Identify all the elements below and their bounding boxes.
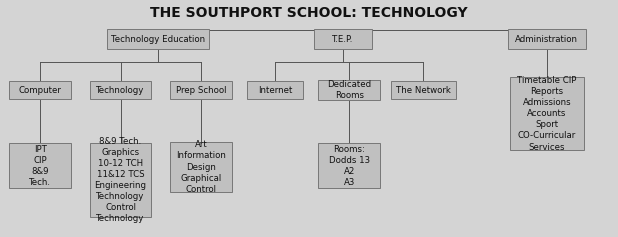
Text: Administration: Administration [515, 35, 578, 44]
FancyBboxPatch shape [90, 81, 151, 99]
Text: 8&9 Tech.
Graphics
10-12 TCH
11&12 TCS
Engineering
Technology
Control
Technology: 8&9 Tech. Graphics 10-12 TCH 11&12 TCS E… [95, 137, 146, 223]
FancyBboxPatch shape [9, 81, 71, 99]
FancyBboxPatch shape [508, 29, 586, 49]
FancyBboxPatch shape [318, 80, 380, 100]
Text: THE SOUTHPORT SCHOOL: TECHNOLOGY: THE SOUTHPORT SCHOOL: TECHNOLOGY [150, 6, 468, 20]
FancyBboxPatch shape [90, 143, 151, 217]
FancyBboxPatch shape [170, 81, 232, 99]
Text: Technology: Technology [96, 86, 145, 95]
Text: Rooms:
Dodds 13
A2
A3: Rooms: Dodds 13 A2 A3 [329, 145, 370, 187]
Text: Dedicated
Rooms: Dedicated Rooms [327, 80, 371, 100]
Text: Technology Education: Technology Education [111, 35, 205, 44]
Text: Timetable CIP
Reports
Admissions
Accounts
Sport
CO-Curricular
Services: Timetable CIP Reports Admissions Account… [517, 76, 577, 151]
FancyBboxPatch shape [391, 81, 456, 99]
FancyBboxPatch shape [318, 143, 380, 188]
Text: Art
Information
Design
Graphical
Control: Art Information Design Graphical Control [176, 140, 226, 194]
FancyBboxPatch shape [9, 143, 71, 188]
FancyBboxPatch shape [510, 77, 584, 150]
Text: Computer: Computer [19, 86, 62, 95]
Text: Prep School: Prep School [176, 86, 226, 95]
FancyBboxPatch shape [314, 29, 372, 49]
Text: T.E.P.: T.E.P. [332, 35, 353, 44]
Text: IPT
CIP
8&9
Tech.: IPT CIP 8&9 Tech. [29, 145, 51, 187]
Text: Internet: Internet [258, 86, 292, 95]
FancyBboxPatch shape [106, 29, 209, 49]
FancyBboxPatch shape [247, 81, 303, 99]
Text: The Network: The Network [396, 86, 451, 95]
FancyBboxPatch shape [170, 142, 232, 192]
